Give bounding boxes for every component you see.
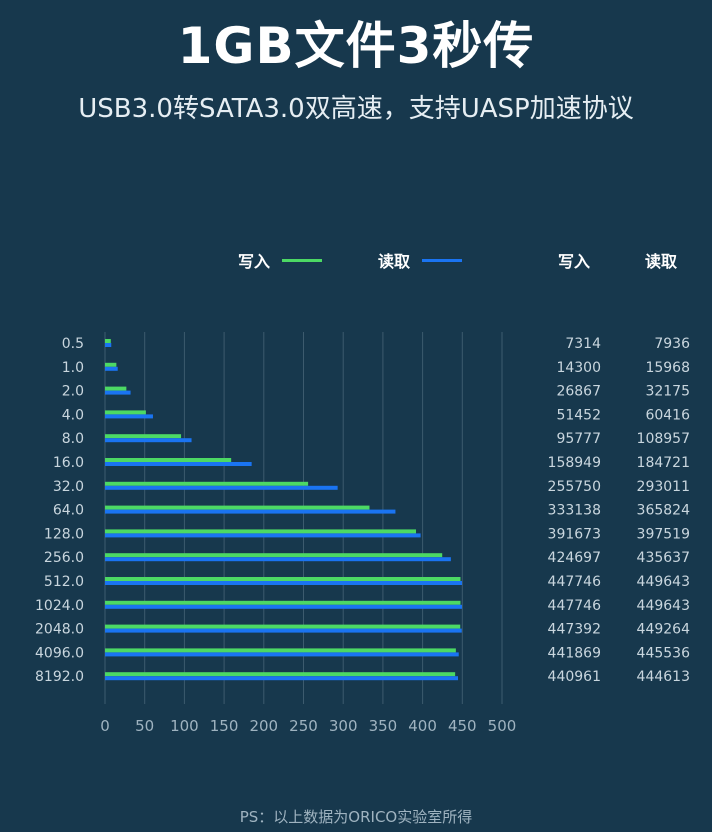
legend-read-label: 读取 xyxy=(378,252,411,271)
bar-write xyxy=(105,386,127,391)
table-cell-write: 95777 xyxy=(556,431,601,447)
x-tick-label: 450 xyxy=(448,717,477,735)
table-cell-write: 26867 xyxy=(556,384,601,400)
table-cell-write: 391673 xyxy=(548,526,601,542)
bar-read xyxy=(105,557,451,562)
y-category-label: 64.0 xyxy=(53,503,84,519)
table-cell-read: 108957 xyxy=(637,431,690,447)
table-cell-write: 333138 xyxy=(548,503,601,519)
y-category-label: 4.0 xyxy=(62,407,84,423)
y-category-label: 512.0 xyxy=(44,574,84,590)
y-category-label: 16.0 xyxy=(53,455,84,471)
table-cell-write: 51452 xyxy=(556,407,601,423)
bar-read xyxy=(105,628,462,633)
table-cell-write: 424697 xyxy=(548,550,601,566)
table-cell-read: 449643 xyxy=(637,598,690,614)
bar-read xyxy=(105,533,421,538)
x-tick-label: 350 xyxy=(369,717,398,735)
table-cell-write: 14300 xyxy=(556,360,601,376)
y-category-label: 0.5 xyxy=(62,336,84,352)
bar-read xyxy=(105,604,462,609)
table-header-read: 读取 xyxy=(644,252,677,271)
bar-write xyxy=(105,553,443,558)
table-cell-read: 15968 xyxy=(645,360,690,376)
y-category-label: 8.0 xyxy=(62,431,84,447)
bar-write xyxy=(105,410,146,415)
x-tick-label: 300 xyxy=(329,717,358,735)
bar-write xyxy=(105,600,461,605)
bar-read xyxy=(105,343,112,347)
bar-write xyxy=(105,362,117,367)
y-category-label: 4096.0 xyxy=(35,645,84,661)
y-category-label: 2.0 xyxy=(62,384,84,400)
bar-read xyxy=(105,438,192,443)
x-tick-label: 500 xyxy=(488,717,517,735)
bar-read xyxy=(105,676,459,681)
bar-read xyxy=(105,414,153,419)
bar-read xyxy=(105,366,118,371)
x-tick-label: 250 xyxy=(289,717,318,735)
bar-write xyxy=(105,434,182,439)
bar-write xyxy=(105,529,417,534)
footer-note: PS：以上数据为ORICO实验室所得 xyxy=(239,808,473,826)
y-category-label: 8192.0 xyxy=(35,669,84,685)
bar-write xyxy=(105,481,309,486)
table-cell-write: 441869 xyxy=(548,645,601,661)
x-tick-label: 150 xyxy=(210,717,239,735)
table-cell-read: 435637 xyxy=(637,550,690,566)
table-cell-read: 449264 xyxy=(637,622,691,638)
table-cell-read: 365824 xyxy=(637,503,691,519)
y-category-label: 256.0 xyxy=(44,550,84,566)
legend-read-swatch xyxy=(422,258,463,262)
table-cell-write: 447392 xyxy=(548,622,601,638)
legend-read: 读取 xyxy=(378,248,463,272)
bar-write xyxy=(105,577,461,581)
table-header-write: 写入 xyxy=(557,252,590,271)
bar-write xyxy=(105,339,111,343)
bar-read xyxy=(105,652,459,657)
x-tick-label: 0 xyxy=(100,717,110,735)
y-category-label: 2048.0 xyxy=(35,622,84,638)
table-cell-read: 293011 xyxy=(637,479,690,495)
table-cell-write: 447746 xyxy=(548,574,602,590)
y-category-label: 32.0 xyxy=(53,479,84,495)
table-cell-write: 7314 xyxy=(565,336,601,352)
table-cell-write: 447746 xyxy=(548,598,602,614)
table-cell-write: 255750 xyxy=(548,479,601,495)
bar-write xyxy=(105,505,370,510)
bar-read xyxy=(105,509,396,514)
y-category-label: 128.0 xyxy=(44,526,84,542)
table-cell-read: 444613 xyxy=(637,669,690,685)
table-cell-read: 60416 xyxy=(645,407,690,423)
page-subtitle: USB3.0转SATA3.0双高速，支持UASP加速协议 xyxy=(78,94,634,124)
bar-write xyxy=(105,672,456,677)
bar-read xyxy=(105,462,252,466)
bar-read xyxy=(105,390,131,395)
table-cell-read: 445536 xyxy=(637,645,691,661)
x-tick-label: 400 xyxy=(408,717,437,735)
table-cell-write: 440961 xyxy=(548,669,601,685)
table-cell-read: 449643 xyxy=(637,574,690,590)
x-tick-label: 100 xyxy=(170,717,199,735)
x-tick-label: 200 xyxy=(249,717,278,735)
y-category-label: 1.0 xyxy=(62,360,84,376)
bar-write xyxy=(105,624,461,629)
table-cell-read: 7936 xyxy=(654,336,690,352)
legend-write: 写入 xyxy=(238,248,323,272)
bar-write xyxy=(105,648,456,653)
bar-write xyxy=(105,458,232,462)
table-cell-read: 397519 xyxy=(637,526,690,542)
table-cell-read: 32175 xyxy=(645,384,690,400)
x-tick-label: 50 xyxy=(135,717,154,735)
bar-read xyxy=(105,485,338,490)
table-cell-write: 158949 xyxy=(548,455,601,471)
legend-write-label: 写入 xyxy=(238,252,271,271)
bar-chart: 0 50 100 150 200 250 300 350 400 450 500 0.5 7314 793… xyxy=(35,332,691,735)
legend-write-swatch xyxy=(282,258,323,262)
bar-read xyxy=(105,581,462,585)
page-title: 1GB文件3秒传 xyxy=(177,17,535,75)
table-cell-read: 184721 xyxy=(637,455,690,471)
y-category-label: 1024.0 xyxy=(35,598,84,614)
